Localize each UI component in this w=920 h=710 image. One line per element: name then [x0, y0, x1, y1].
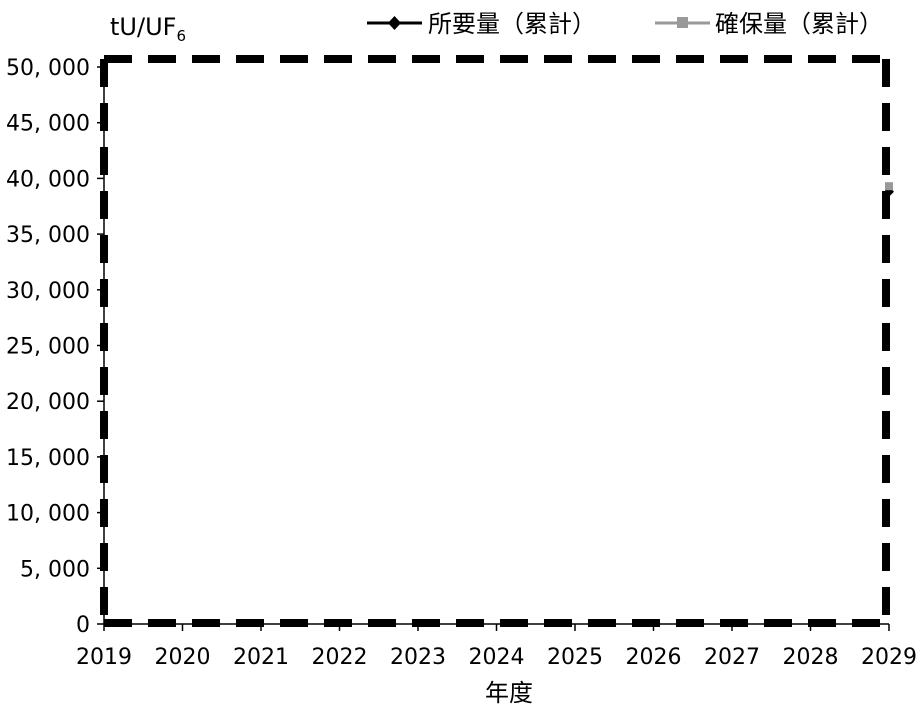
- y-unit-subscript: 6: [176, 27, 186, 45]
- x-tick-label: 2026: [626, 645, 682, 670]
- y-tick-label: 20, 000: [6, 390, 90, 415]
- y-tick-label: 0: [76, 613, 90, 638]
- legend: 所要量（累計） 確保量（累計）: [367, 10, 883, 38]
- y-tick-label: 25, 000: [6, 335, 90, 360]
- x-tick-label: 2029: [861, 645, 917, 670]
- y-tick-label: 10, 000: [6, 502, 90, 527]
- dashed-annotation-rectangle: [100, 55, 890, 627]
- legend-item-secured: 確保量（累計）: [655, 10, 883, 38]
- y-tick-label: 45, 000: [6, 112, 90, 137]
- legend-diamond-marker-icon: [388, 16, 401, 30]
- y-tick-label: 50, 000: [6, 56, 90, 81]
- x-tick-label: 2021: [233, 645, 289, 670]
- legend-square-marker-icon: [677, 17, 688, 28]
- legend-item-required: 所要量（累計）: [367, 10, 596, 38]
- y-unit-label: tU/UF6: [110, 13, 186, 45]
- y-tick-label: 40, 000: [6, 167, 90, 192]
- y-unit-base: tU/UF: [110, 13, 176, 41]
- x-tick-label: 2025: [547, 645, 603, 670]
- legend-label-required: 所要量（累計）: [428, 10, 596, 38]
- x-tick-label: 2024: [469, 645, 525, 670]
- x-tick-label: 2028: [783, 645, 839, 670]
- y-tick-label: 30, 000: [6, 279, 90, 304]
- legend-label-secured: 確保量（累計）: [715, 10, 883, 38]
- x-tick-label: 2022: [312, 645, 368, 670]
- series-layer: [884, 182, 894, 197]
- y-tick-label: 35, 000: [6, 223, 90, 248]
- y-tick-label: 5, 000: [20, 557, 90, 582]
- x-tick-label: 2020: [155, 645, 211, 670]
- data-point-square: [885, 182, 893, 191]
- x-tick-label: 2019: [76, 645, 132, 670]
- y-axis-ticks: 0 5, 000 10, 000 15, 000 20, 000 25, 000 30, 0…: [6, 56, 104, 638]
- x-tick-label: 2027: [704, 645, 760, 670]
- x-tick-label: 2023: [390, 645, 446, 670]
- x-axis-ticks: 2019 2020 2021 2022 2023 2024 2025 2026 2027 2028…: [76, 624, 917, 670]
- x-axis-title: 年度: [485, 679, 533, 707]
- y-tick-label: 15, 000: [6, 446, 90, 471]
